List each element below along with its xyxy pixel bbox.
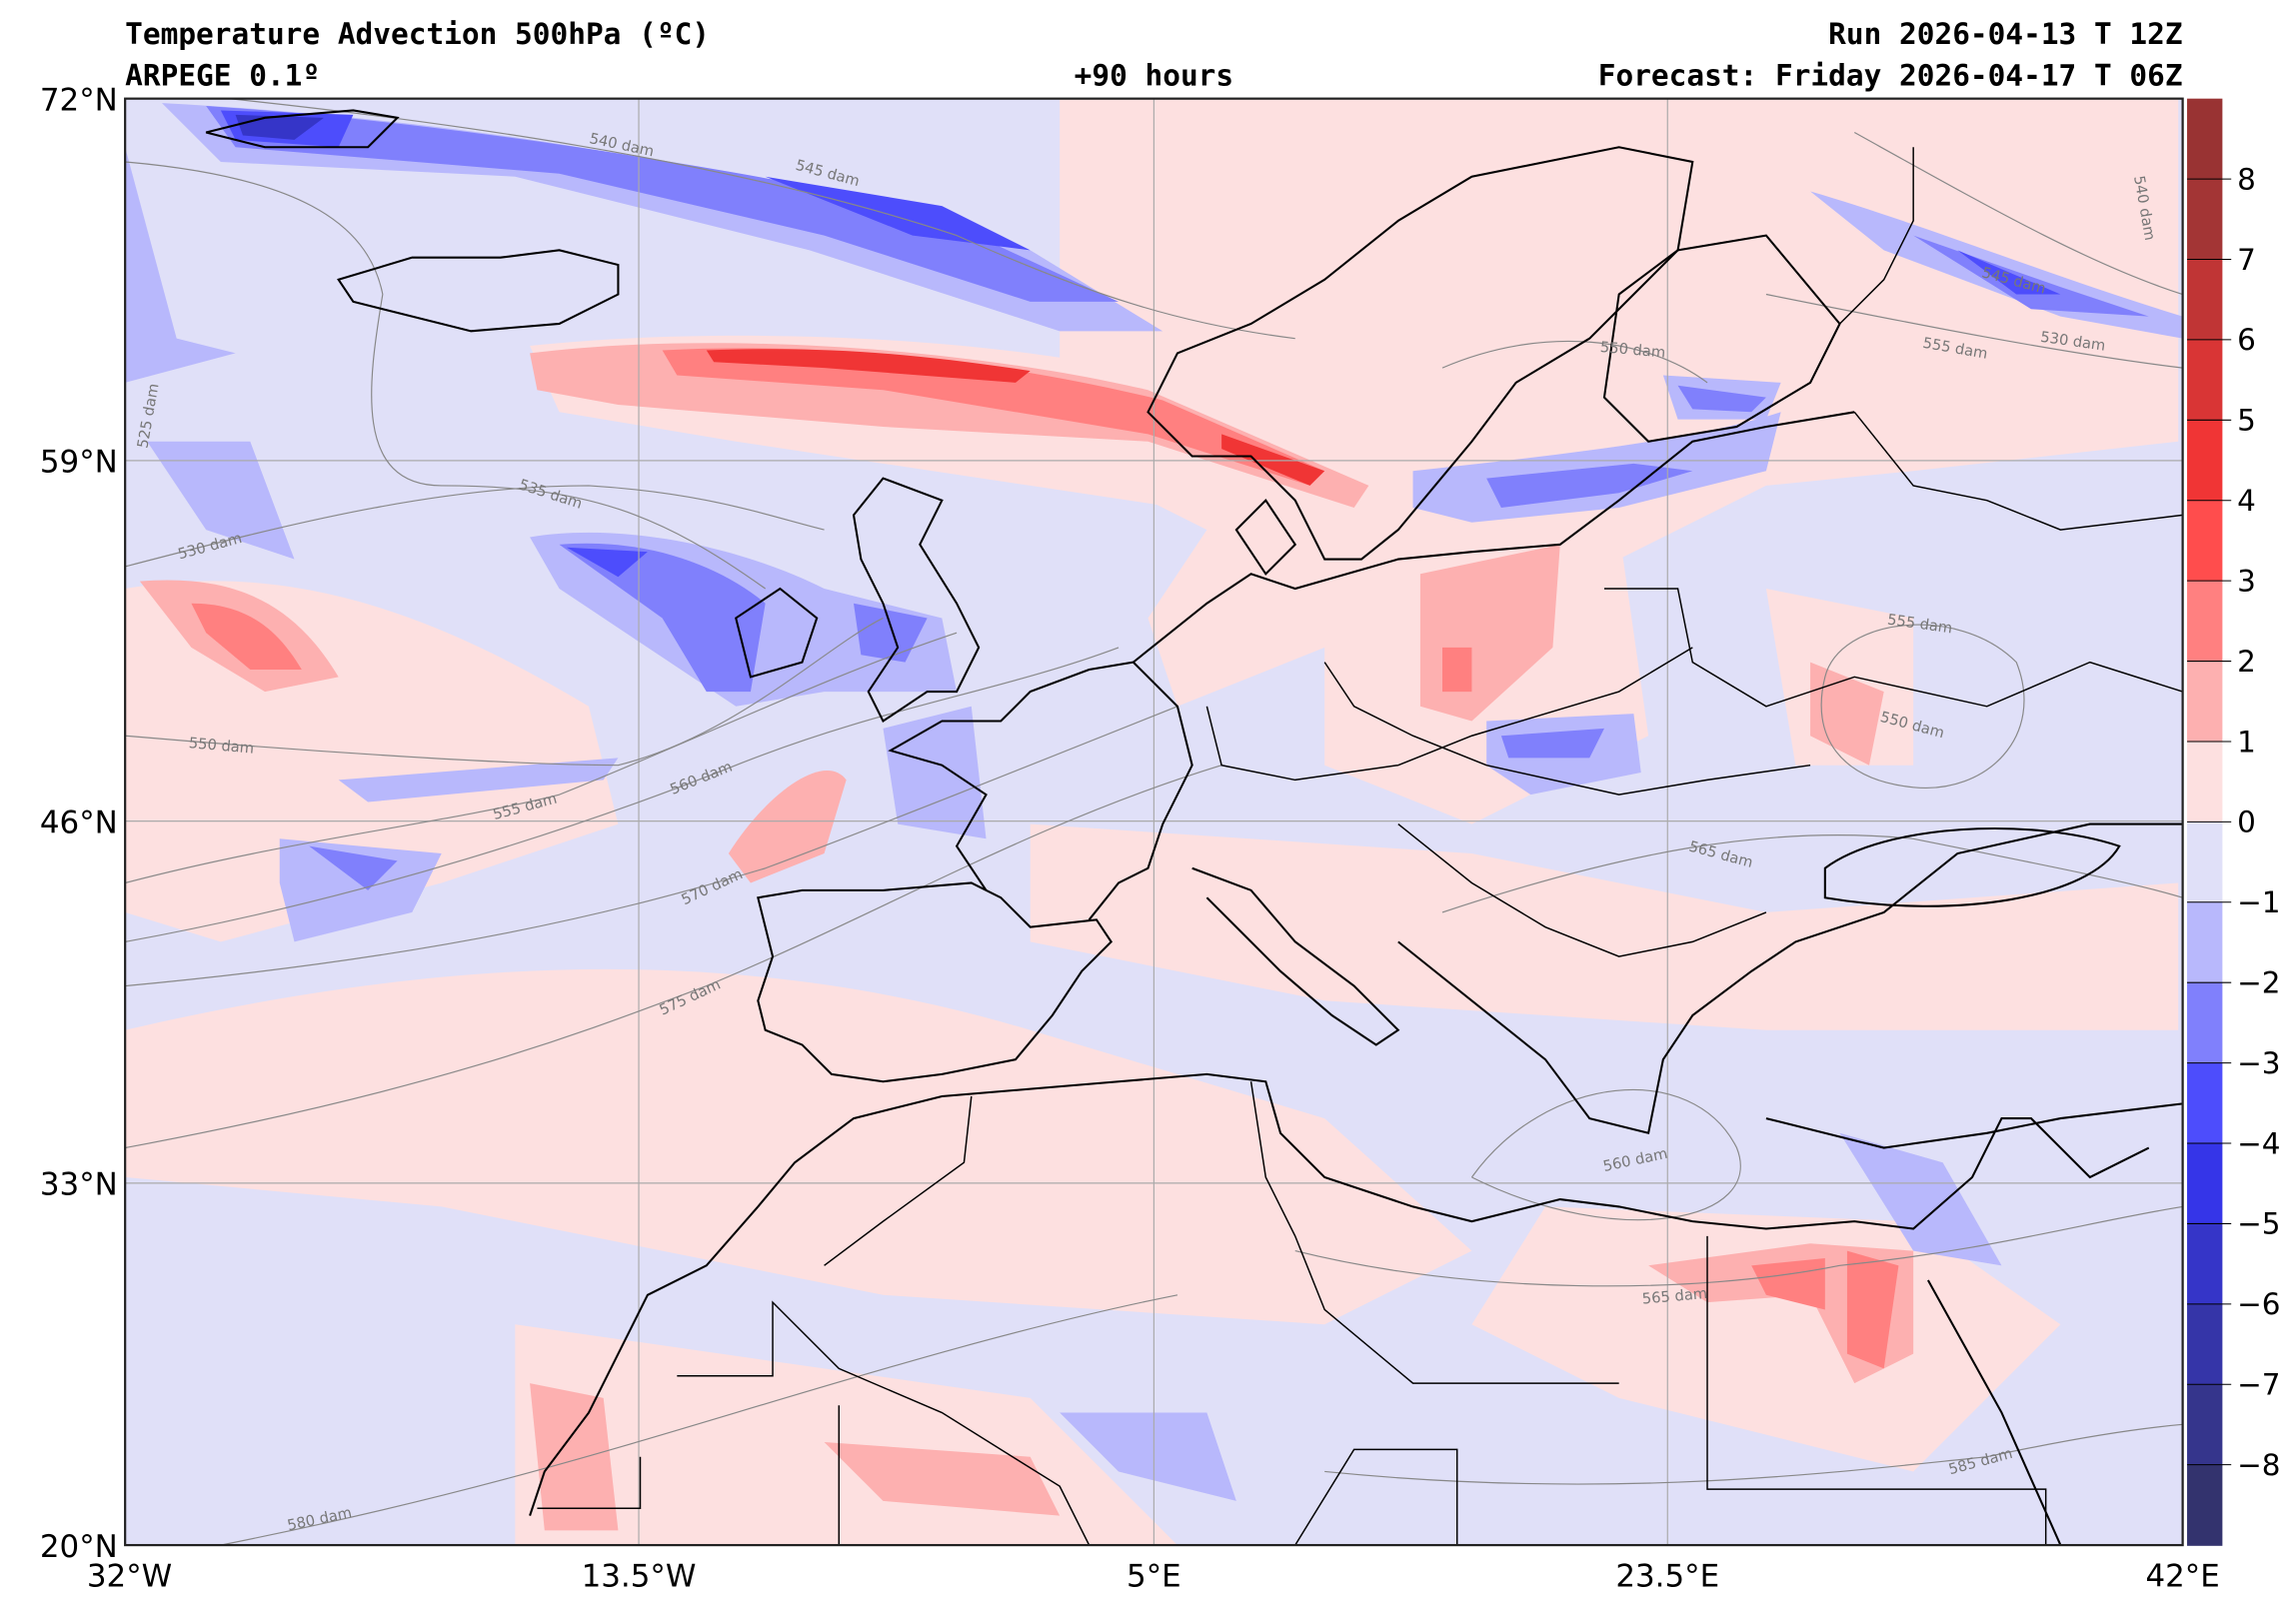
colorbar-swatch [2187,741,2223,823]
colorbar-swatch [2187,1143,2223,1225]
colorbar-swatch [2187,661,2223,743]
colorbar-swatch [2187,98,2223,180]
chart-title: Temperature Advection 500hPa (ºC) [125,17,710,51]
model-label: ARPEGE 0.1º [125,58,320,92]
colorbar-label: 5 [2237,404,2256,438]
colorbar-label: 0 [2237,805,2256,839]
colorbar-swatch [2187,500,2223,582]
lead-time-label: +90 hours [1075,58,1234,92]
cold-advection-moderate [206,106,2149,890]
colorbar-swatch [2187,1303,2223,1385]
warm-advection-core [706,349,1325,486]
colorbar-label: −1 [2237,885,2280,919]
colorbar-swatch [2187,1464,2223,1546]
colorbar-label: 4 [2237,484,2256,518]
lat-tick-label: 46°N [40,804,118,840]
longitude-labels: 32°W 13.5°W 5°E 23.5°E 42°E [87,1558,2220,1594]
lat-tick-label: 33°N [40,1167,118,1203]
lon-tick-label: 23.5°E [1615,1558,1719,1594]
lon-tick-label: 32°W [87,1558,172,1594]
lat-tick-label: 72°N [40,82,118,118]
lat-tick-label: 59°N [40,445,118,481]
colorbar-swatch [2187,1223,2223,1305]
colorbar-swatch [2187,259,2223,341]
colorbar-swatch [2187,982,2223,1064]
contour-label: 550 dam [188,735,255,758]
colorbar-label: −8 [2237,1448,2280,1482]
lon-tick-label: 5°E [1127,1558,1181,1594]
warm-advection-strong [191,348,1899,1369]
lon-tick-label: 42°E [2145,1558,2219,1594]
colorbar: 8 7 6 5 4 3 2 1 0 −1 −2 −3 −4 −5 −6 −7 −8 [2187,98,2281,1546]
map-frame [124,97,2184,1547]
colorbar-swatch [2187,420,2223,502]
colorbar-swatch [2187,581,2223,663]
colorbar-swatch [2187,901,2223,983]
colorbar-label: 6 [2237,323,2256,357]
country-borders [537,147,2183,1546]
graticule [125,98,2183,1546]
colorbar-swatch [2187,179,2223,261]
colorbar-label: 2 [2237,645,2256,679]
colorbar-label: −3 [2237,1046,2280,1080]
colorbar-label: 3 [2237,564,2256,598]
latitude-labels: 72°N 59°N 46°N 33°N 20°N [40,82,118,1564]
colorbar-label: −2 [2237,966,2280,1000]
colorbar-label: −4 [2237,1126,2280,1160]
colorbar-label: 1 [2237,725,2256,759]
colorbar-swatch [2187,1062,2223,1144]
colorbar-swatch [2187,339,2223,422]
geopotential-contours [125,98,2183,1546]
cold-advection-core [235,114,324,140]
lon-tick-label: 13.5°W [582,1558,697,1594]
colorbar-label: −7 [2237,1368,2280,1402]
contour-label: 550 dam [1599,339,1666,362]
colorbar-label: −6 [2237,1287,2280,1321]
colorbar-swatch [2187,821,2223,903]
forecast-label: Forecast: Friday 2026-04-17 T 06Z [1598,58,2183,92]
colorbar-label: −5 [2237,1207,2280,1241]
colorbar-label: 7 [2237,243,2256,277]
run-label: Run 2026-04-13 T 12Z [1828,17,2182,51]
coastlines [205,109,2183,1546]
colorbar-swatch [2187,1384,2223,1466]
contour-label: 565 dam [1641,1285,1708,1308]
colorbar-label: 8 [2237,162,2256,196]
lat-tick-label: 20°N [40,1529,118,1565]
